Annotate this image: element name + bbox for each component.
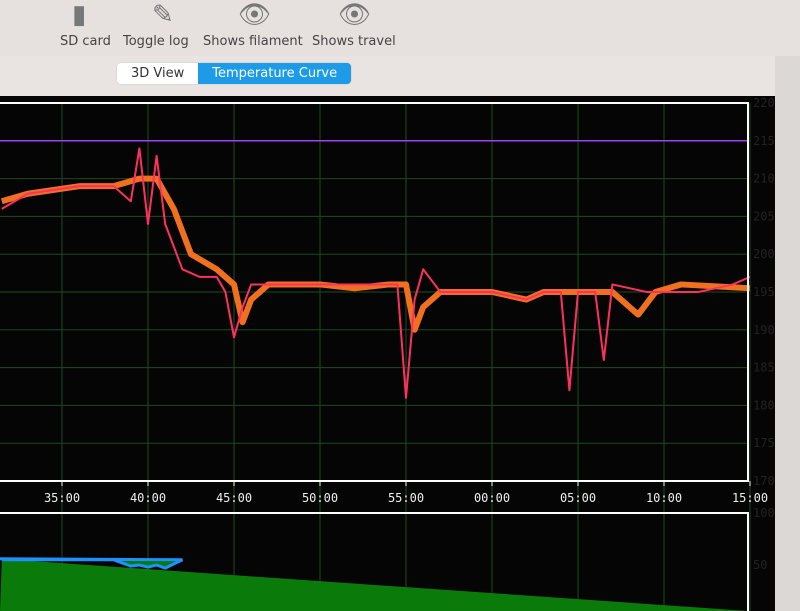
lower-y-tick-label: 50 <box>753 558 767 572</box>
fan-line <box>0 557 184 570</box>
lower-y-tick-label: 100 <box>753 506 775 520</box>
y-tick-label: 175 <box>753 436 775 450</box>
toolbar-button-shows-filament[interactable]: Shows filament <box>203 34 303 49</box>
tab-temperature-curve[interactable]: Temperature Curve <box>198 63 352 84</box>
fan-area <box>0 558 748 611</box>
sd-card-icon: ▮ <box>72 0 87 30</box>
y-tick-label: 205 <box>753 209 775 223</box>
y-tick-label: 220 <box>753 96 775 110</box>
y-tick-label: 170 <box>753 474 775 488</box>
x-tick-label: 45:00 <box>216 491 252 505</box>
y-tick-label: 185 <box>753 361 775 375</box>
series-measured <box>1 147 751 399</box>
x-tick-label: 55:00 <box>388 491 424 505</box>
x-tick-label: 35:00 <box>44 491 80 505</box>
x-tick-label: 50:00 <box>302 491 338 505</box>
pen-icon: ✎ <box>152 0 174 30</box>
toolbar-button-shows-travel[interactable]: Shows travel <box>312 34 396 49</box>
view-tabs: 3D View Temperature Curve <box>117 63 352 84</box>
plot-frame <box>0 102 749 482</box>
tab-3d-view[interactable]: 3D View <box>117 63 199 84</box>
y-tick-label: 190 <box>753 323 775 337</box>
toolbar: ▮ SD card ✎ Toggle log 👁 Shows filament 👁 Shows… <box>0 0 800 56</box>
scrollbar-area <box>775 56 800 611</box>
x-tick-label: 15:00 <box>732 491 768 505</box>
y-tick-label: 180 <box>753 398 775 412</box>
eye-icon: 👁 <box>338 0 372 30</box>
lower-plot-frame <box>0 512 749 611</box>
y-tick-label: 200 <box>753 247 775 261</box>
x-tick-label: 05:00 <box>560 491 596 505</box>
x-tick-label: 00:00 <box>474 491 510 505</box>
x-tick-label: 10:00 <box>646 491 682 505</box>
plot-background <box>0 96 775 611</box>
y-tick-label: 195 <box>753 285 775 299</box>
y-tick-label: 215 <box>753 134 775 148</box>
y-tick-label: 210 <box>753 172 775 186</box>
toolbar-button-toggle-log[interactable]: Toggle log <box>123 34 189 49</box>
toolbar-button-sd-card[interactable]: SD card <box>60 34 111 49</box>
x-tick-label: 40:00 <box>130 491 166 505</box>
eye-icon: 👁 <box>238 0 272 30</box>
